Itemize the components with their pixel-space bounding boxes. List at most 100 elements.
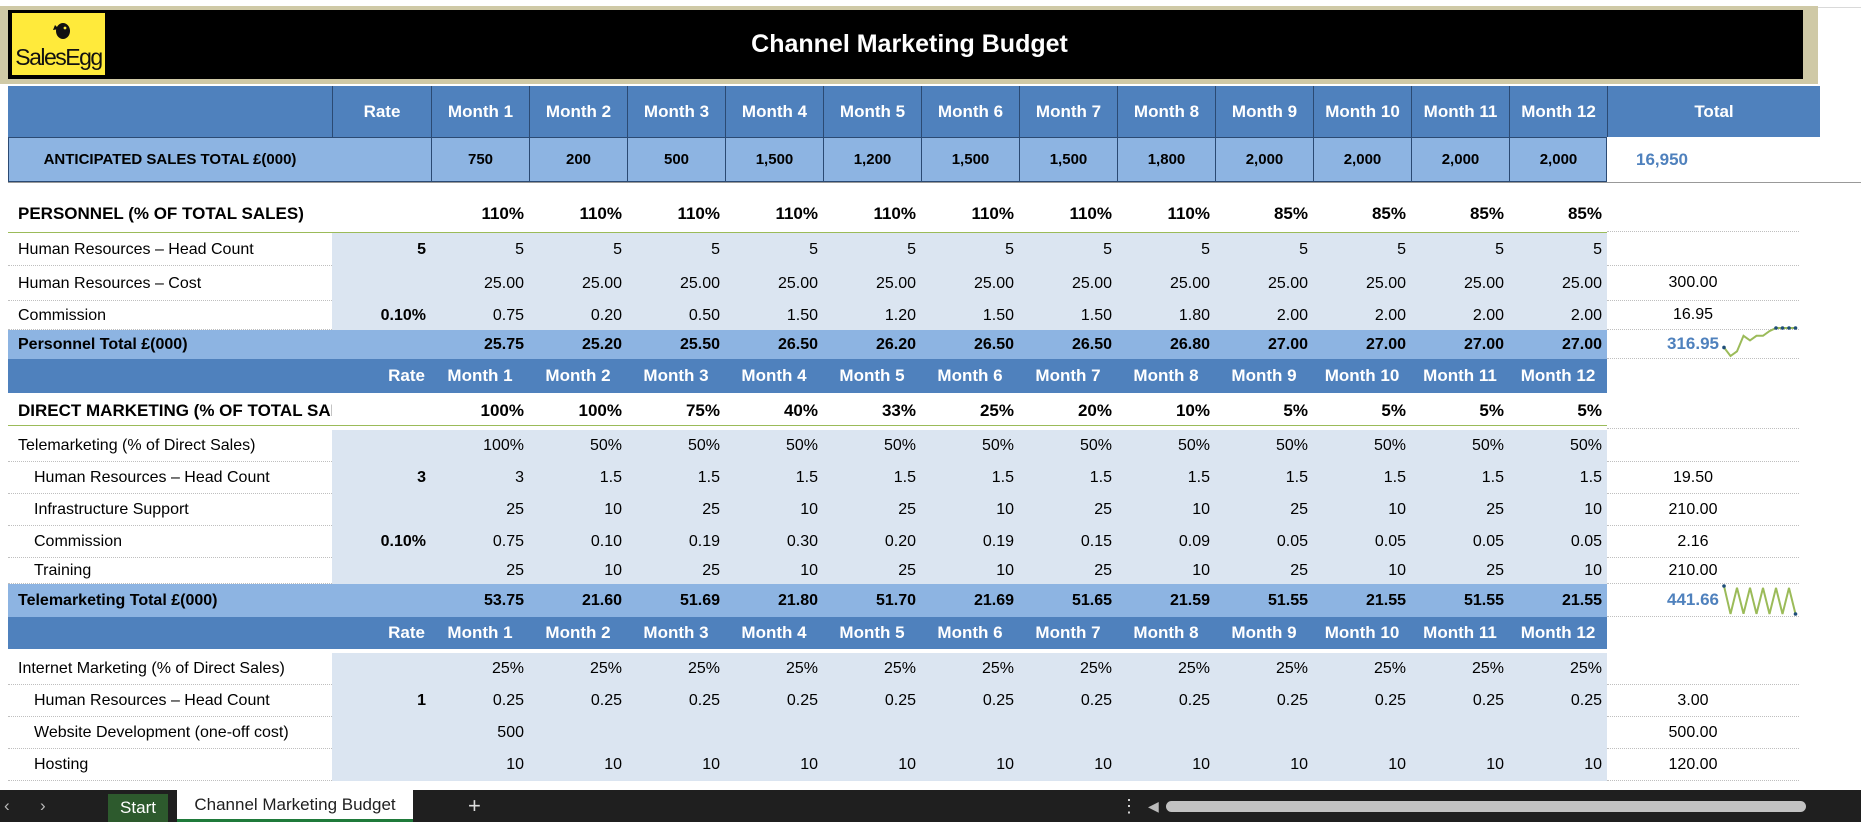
month-value-cell: 5 [711,240,720,258]
month-value-cell: 25.50 [679,335,720,353]
month-value-cell: 85% [1273,204,1308,223]
row-label: Training [34,562,92,579]
rate-cell [332,330,431,359]
header-band [8,359,1607,393]
month-value-cell: 21.80 [777,591,818,609]
section-rule [8,182,1861,183]
rate-cell [332,393,431,429]
month-value-cell: 10 [1584,562,1602,579]
month-value-cell: 26.80 [1169,335,1210,353]
scroll-right-icon[interactable]: › [40,796,46,815]
more-options-icon[interactable]: ⋮ [1120,796,1138,816]
month-header: Month 7 [1019,86,1117,137]
month-value-cell: 10 [1192,562,1210,579]
row-label: Telemarketing (% of Direct Sales) [18,437,256,454]
tab-channel-marketing-budget[interactable]: Channel Marketing Budget [177,790,413,822]
row-shade [332,685,1607,717]
month-value-cell: 21.59 [1169,591,1210,609]
row-band [8,330,1607,359]
row-label: Internet Marketing (% of Direct Sales) [18,660,285,677]
month-value-cell: 500 [497,724,524,741]
total-cell: 3.00 [1607,685,1799,717]
month-value-cell: 5 [1593,240,1602,258]
rate-header: Rate [332,86,431,137]
total-cell [1607,393,1799,429]
month-value-cell: 110% [873,204,916,223]
month-value-cell: 26.50 [777,335,818,353]
month-value-cell: 0.25 [982,692,1014,709]
month-header: Month 4 [741,366,807,385]
month-value-cell: 0.10 [590,533,622,550]
month-value-cell: 50% [1569,437,1602,454]
row-divider [8,300,332,301]
anticipated-value-cell: 2,000 [1411,137,1509,182]
month-header: Month 9 [1215,86,1313,137]
month-header: Month 6 [937,366,1003,385]
month-value-cell: 21.60 [581,591,622,609]
month-header: Month 7 [1035,623,1101,642]
add-sheet-button[interactable]: + [468,793,481,818]
sparkline-marker [1787,326,1791,330]
rate-header: Rate [388,366,425,385]
month-value-cell: 110% [579,204,622,223]
month-value-cell: 1.5 [1089,469,1112,486]
month-value-cell: 0.30 [786,533,818,550]
month-value-cell: 50% [981,437,1014,454]
scroll-left-icon[interactable]: ‹ [4,796,10,815]
sparkline-marker [1774,326,1778,330]
row-label: DIRECT MARKETING (% OF TOTAL SALES) [18,401,332,420]
salesegg-logo: SalesEgg [12,13,105,75]
month-value-cell: 10 [898,756,916,773]
tm-infrastructure-row: Infrastructure Support 25 10 25 10 25 10 25 10 25… [0,494,1861,526]
month-value-cell: 25 [1094,562,1112,579]
header-band [8,86,1820,137]
month-value-cell: 10 [702,756,720,773]
month-header: Month 6 [921,86,1019,137]
page-title: Channel Marketing Budget [751,30,1068,58]
month-value-cell: 5% [1283,401,1308,420]
tab-start[interactable]: Start [108,794,168,822]
month-value-cell: 1.5 [1187,469,1210,486]
month-value-cell: 25.00 [1365,274,1406,292]
row-label: Hosting [34,756,89,773]
month-value-cell: 51.55 [1463,591,1504,609]
month-value-cell: 20% [1077,401,1112,420]
month-value-cell: 50% [883,437,916,454]
month-value-cell: 1.80 [1178,306,1210,324]
month-value-cell: 25.00 [1267,274,1308,292]
month-value-cell: 27.00 [1365,335,1406,353]
total-cell: 2.16 [1607,526,1799,558]
month-value-cell: 0.25 [1472,692,1504,709]
month-value-cell: 110% [971,204,1014,223]
month-header: Month 11 [1423,366,1497,385]
month-value-cell: 10 [1388,562,1406,579]
month-value-cell: 25% [687,660,720,677]
month-value-cell: 25% [1373,660,1406,677]
row-shade [332,430,1607,462]
anticipated-value-cell: 2,000 [1509,137,1607,182]
month-value-cell: 25 [702,562,720,579]
row-divider [8,684,332,685]
month-value-cell: 5 [809,240,818,258]
month-value-cell: 50% [785,437,818,454]
anticipated-total: 16,950 [1636,149,1688,169]
month-value-cell: 10 [1486,756,1504,773]
month-value-cell: 10 [800,501,818,518]
month-header: Month 8 [1133,623,1199,642]
month-header: Month 11 [1423,623,1497,642]
horizontal-scrollbar[interactable] [1166,801,1806,812]
month-value-cell: 1.50 [982,306,1014,324]
month-value-cell: 0.05 [1374,533,1406,550]
month-header: Month 5 [823,86,921,137]
month-value-cell: 25 [702,501,720,518]
rate-cell [332,653,431,685]
month-value-cell: 10 [506,756,524,773]
rate-cell [332,584,431,617]
month-value-cell: 10 [604,562,622,579]
scrollbar-left-arrow-icon[interactable]: ◀ [1148,798,1159,814]
month-header: Month 12 [1520,623,1596,642]
month-value-cell: 1.50 [786,306,818,324]
month-value-cell [1215,717,1313,749]
